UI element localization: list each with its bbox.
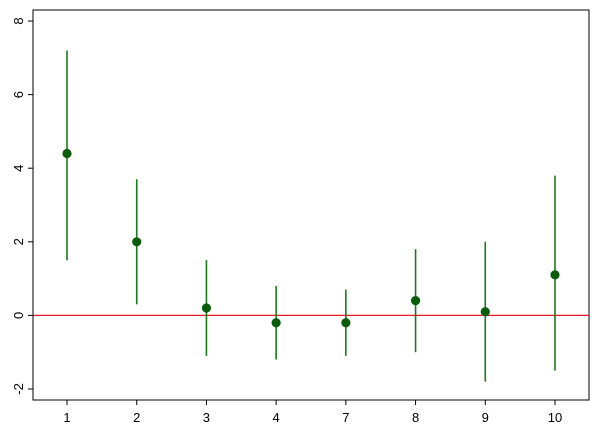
y-tick-label: -2 — [11, 383, 26, 395]
plot-frame — [32, 9, 590, 401]
x-tick-label: 1 — [63, 410, 70, 425]
x-tick-label: 4 — [273, 410, 280, 425]
x-axis: 1 2 3 4 7 8 9 10 — [63, 400, 562, 425]
x-tick-label: 3 — [203, 410, 210, 425]
y-tick-label: 6 — [11, 91, 26, 98]
point-estimate-10 — [550, 270, 560, 280]
point-estimate-3 — [201, 303, 212, 313]
point-estimate-2 — [132, 237, 142, 247]
x-tick-label: 2 — [133, 410, 140, 425]
x-tick-label: 9 — [482, 410, 489, 425]
y-tick-label: 2 — [11, 238, 26, 245]
x-tick-label: 8 — [412, 410, 419, 425]
point-estimate-8 — [410, 296, 421, 306]
y-axis: -2 0 2 4 6 8 — [11, 17, 33, 395]
y-tick-label: 8 — [11, 17, 26, 24]
point-estimate-9 — [480, 307, 490, 317]
point-estimate-7 — [341, 318, 351, 328]
x-tick-label: 7 — [342, 410, 349, 425]
points-group — [62, 148, 560, 328]
y-tick-label: 4 — [11, 165, 26, 172]
point-estimate-1 — [62, 148, 72, 159]
x-tick-label: 10 — [548, 410, 562, 425]
y-tick-label: 0 — [11, 312, 26, 319]
point-estimate-4 — [271, 318, 281, 328]
